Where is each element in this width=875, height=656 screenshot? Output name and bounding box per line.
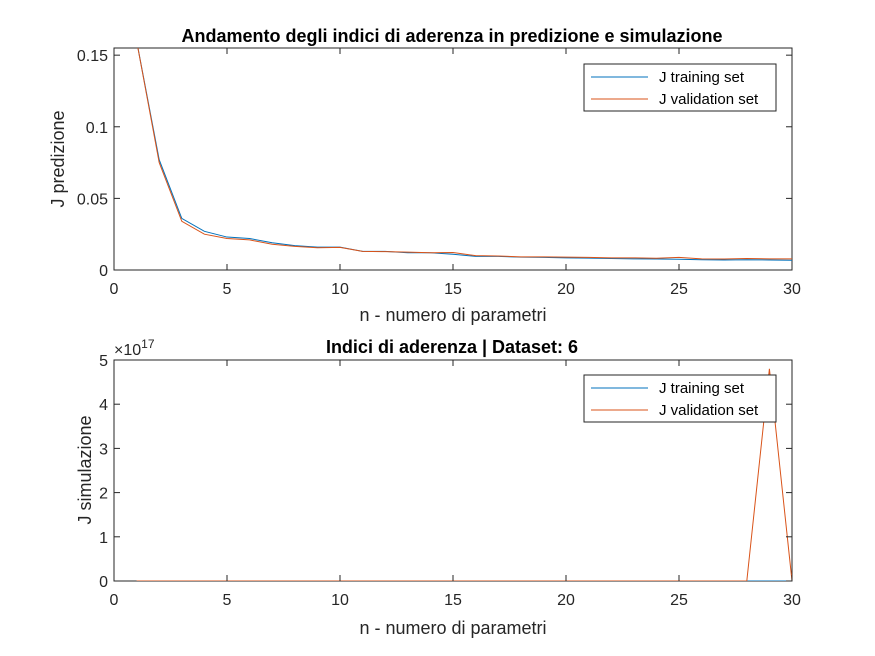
x-axis-label: n - numero di parametri (359, 305, 546, 325)
y-exponent-label: ×1017 (114, 337, 155, 359)
chart-title: Indici di aderenza | Dataset: 6 (326, 337, 578, 357)
x-tick-label: 10 (331, 592, 349, 609)
y-axis-label: J predizione (48, 110, 68, 207)
x-tick-label: 30 (783, 592, 801, 609)
y-tick-label: 4 (99, 397, 108, 414)
series-layer (137, 48, 792, 261)
legend: J training set J validation set (583, 63, 777, 112)
legend-label-training: J training set (659, 69, 745, 86)
tick-layer: 0 5 10 15 20 25 30 0 1 2 3 4 5 (99, 353, 801, 609)
y-tick-label: 0.05 (77, 191, 108, 208)
y-axis-label: J simulazione (75, 415, 95, 524)
x-tick-label: 0 (110, 592, 119, 609)
x-axis-label: n - numero di parametri (359, 618, 546, 638)
tick-layer: 0 5 10 15 20 25 30 0 0.05 0.1 0.15 (77, 48, 801, 298)
y-tick-label: 5 (99, 353, 108, 370)
y-tick-label: 0 (99, 574, 108, 591)
x-tick-label: 15 (444, 592, 462, 609)
x-tick-label: 5 (223, 592, 232, 609)
y-tick-label: 0.1 (86, 120, 108, 137)
legend-label-validation: J validation set (659, 402, 759, 419)
y-tick-label: 0.15 (77, 48, 108, 65)
y-tick-label: 2 (99, 486, 108, 503)
legend-label-validation: J validation set (659, 91, 759, 108)
plot-prediction: Andamento degli indici di aderenza in pr… (48, 26, 801, 325)
x-tick-label: 10 (331, 281, 349, 298)
y-tick-label: 3 (99, 441, 108, 458)
x-tick-label: 25 (670, 281, 688, 298)
plot-simulation: Indici di aderenza | Dataset: 6 0 5 10 15 20… (75, 337, 801, 638)
y-tick-label: 0 (99, 263, 108, 280)
x-tick-label: 25 (670, 592, 688, 609)
x-tick-label: 0 (110, 281, 119, 298)
legend-label-training: J training set (659, 380, 745, 397)
legend: J training set J validation set (583, 374, 777, 423)
x-tick-label: 15 (444, 281, 462, 298)
x-tick-label: 20 (557, 592, 575, 609)
y-tick-label: 1 (99, 530, 108, 547)
x-tick-label: 5 (223, 281, 232, 298)
series-line-training (137, 48, 792, 261)
series-line-validation (137, 48, 792, 260)
x-tick-label: 20 (557, 281, 575, 298)
x-tick-label: 30 (783, 281, 801, 298)
chart-title: Andamento degli indici di aderenza in pr… (181, 26, 722, 46)
